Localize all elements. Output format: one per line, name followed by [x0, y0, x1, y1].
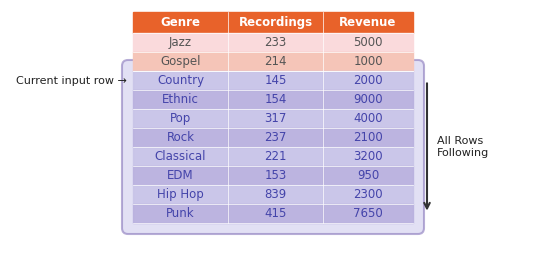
Bar	[133, 128, 228, 147]
Text: Revenue: Revenue	[339, 16, 397, 29]
Text: 1000: 1000	[353, 55, 383, 68]
Bar	[133, 71, 228, 90]
Text: 9000: 9000	[353, 93, 383, 106]
Bar	[323, 12, 413, 33]
Bar	[133, 12, 228, 33]
Bar	[228, 204, 323, 223]
Text: 153: 153	[264, 169, 287, 182]
Bar	[133, 109, 228, 128]
Text: 7650: 7650	[353, 207, 383, 220]
Text: Classical: Classical	[155, 150, 206, 163]
Text: 233: 233	[264, 36, 287, 49]
Bar	[323, 204, 413, 223]
Bar	[228, 52, 323, 71]
Text: 415: 415	[264, 207, 287, 220]
Text: Hip Hop: Hip Hop	[157, 188, 204, 201]
Text: All Rows
Following: All Rows Following	[437, 136, 489, 158]
Bar	[133, 90, 228, 109]
Bar	[133, 33, 228, 52]
Bar	[133, 147, 228, 166]
Text: Ethnic: Ethnic	[162, 93, 199, 106]
Bar	[323, 147, 413, 166]
Text: 4000: 4000	[353, 112, 383, 125]
Text: Pop: Pop	[170, 112, 191, 125]
Bar	[228, 71, 323, 90]
Bar	[228, 128, 323, 147]
Bar	[323, 90, 413, 109]
Text: Genre: Genre	[160, 16, 201, 29]
Text: Country: Country	[157, 74, 204, 87]
Bar	[323, 109, 413, 128]
Bar	[323, 166, 413, 185]
Text: 2300: 2300	[353, 188, 383, 201]
Bar	[228, 12, 323, 33]
Bar	[228, 33, 323, 52]
Text: 317: 317	[264, 112, 287, 125]
Text: Rock: Rock	[166, 131, 195, 144]
Bar	[133, 166, 228, 185]
Bar	[228, 147, 323, 166]
Text: EDM: EDM	[167, 169, 194, 182]
Bar	[133, 185, 228, 204]
Bar	[323, 71, 413, 90]
Bar	[133, 204, 228, 223]
Bar	[228, 109, 323, 128]
Text: 237: 237	[264, 131, 287, 144]
Bar	[133, 52, 228, 71]
Text: Recordings: Recordings	[239, 16, 312, 29]
Text: Punk: Punk	[166, 207, 195, 220]
Text: 2100: 2100	[353, 131, 383, 144]
Text: Current input row →: Current input row →	[16, 76, 127, 85]
Bar	[323, 52, 413, 71]
Bar	[323, 33, 413, 52]
Bar	[323, 128, 413, 147]
Bar	[323, 185, 413, 204]
Text: Gospel: Gospel	[160, 55, 201, 68]
Text: 221: 221	[264, 150, 287, 163]
Text: 214: 214	[264, 55, 287, 68]
Text: Jazz: Jazz	[169, 36, 192, 49]
Bar	[228, 90, 323, 109]
Text: 5000: 5000	[353, 36, 383, 49]
Bar	[228, 185, 323, 204]
Text: 145: 145	[264, 74, 287, 87]
FancyBboxPatch shape	[122, 60, 424, 234]
Bar	[228, 166, 323, 185]
Text: 2000: 2000	[353, 74, 383, 87]
Text: 154: 154	[264, 93, 287, 106]
Text: 950: 950	[357, 169, 379, 182]
Text: 839: 839	[264, 188, 287, 201]
Text: 3200: 3200	[353, 150, 383, 163]
